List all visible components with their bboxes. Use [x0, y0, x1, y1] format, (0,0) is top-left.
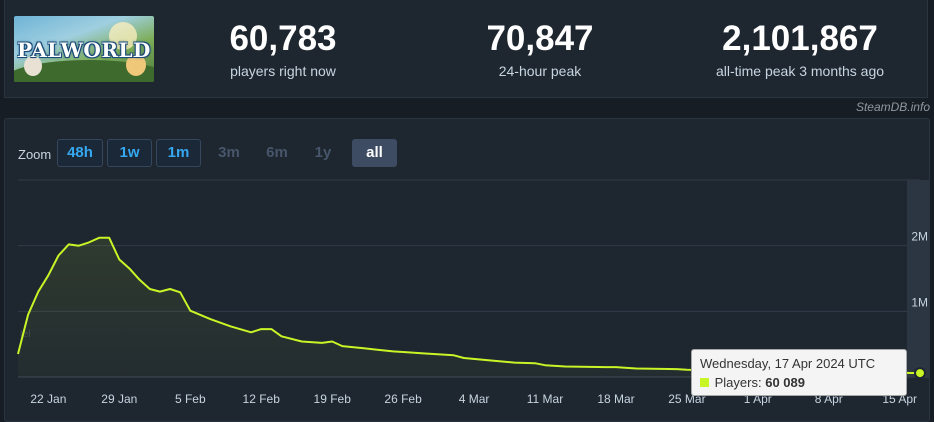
x-tick-label: 19 Feb	[314, 392, 352, 406]
stat-value: 60,783	[229, 19, 337, 58]
zoom-button-1y: 1y	[314, 144, 332, 161]
tooltip-value: 60 089	[765, 375, 805, 390]
tooltip-date: Wednesday, 17 Apr 2024 UTC	[700, 356, 876, 371]
zoom-button-1w[interactable]: 1w	[107, 139, 152, 167]
zoom-button-6m: 6m	[266, 144, 288, 161]
zoom-button-1m[interactable]: 1m	[156, 139, 201, 167]
logo-hill-shape	[14, 60, 154, 82]
stat-label: 24-hour peak	[498, 63, 582, 79]
x-tick-label: 18 Mar	[597, 392, 634, 406]
hover-point-marker[interactable]	[914, 367, 926, 380]
game-logo[interactable]: PALWORLD	[14, 16, 154, 82]
player-line[interactable]	[17, 236, 921, 375]
zoom-button-48h[interactable]: 48h	[57, 139, 103, 167]
stat-value: 2,101,867	[722, 19, 878, 58]
zoom-button-all[interactable]: all	[352, 139, 397, 167]
zoom-label: Zoom	[18, 147, 52, 162]
logo-text: PALWORLD	[17, 38, 151, 62]
y-tick-label: 2M	[911, 230, 928, 244]
logo-creature-shape	[126, 54, 146, 76]
stat-label: players right now	[230, 63, 336, 79]
x-tick-label: 22 Jan	[30, 392, 66, 406]
stat-current-players: 60,783 players right now	[183, 19, 383, 80]
stat-alltime-peak: 2,101,867 all-time peak 3 months ago	[690, 19, 910, 80]
x-tick-label: 5 Feb	[175, 392, 206, 406]
steamdb-credit[interactable]: SteamDB.info	[855, 100, 930, 114]
zoom-button-3m: 3m	[218, 144, 240, 161]
stat-value: 70,847	[486, 19, 594, 58]
logo-sun-shape	[109, 22, 137, 50]
navigator-scrollbar[interactable]	[907, 180, 929, 378]
logo-creature-shape	[24, 56, 42, 76]
tooltip-series-label: Players:	[714, 375, 762, 390]
stat-label: all-time peak 3 months ago	[715, 63, 885, 79]
x-tick-label: 12 Feb	[243, 392, 281, 406]
player-area-fill	[18, 237, 920, 377]
x-tick-label: 26 Feb	[384, 392, 422, 406]
x-tick-label: 11 Mar	[527, 392, 563, 406]
chart-tooltip: Wednesday, 17 Apr 2024 UTC Players: 60 0…	[691, 349, 907, 396]
series-swatch-icon	[700, 378, 709, 387]
x-tick-label: 4 Mar	[459, 392, 490, 406]
tooltip-row: Players: 60 089	[700, 374, 898, 392]
y-tick-label: 1M	[911, 295, 928, 309]
stats-bar	[4, 0, 928, 98]
stat-24h-peak: 70,847 24-hour peak	[440, 19, 640, 80]
y-axis: 1M 2M	[911, 230, 928, 310]
x-tick-label: 29 Jan	[101, 392, 137, 406]
